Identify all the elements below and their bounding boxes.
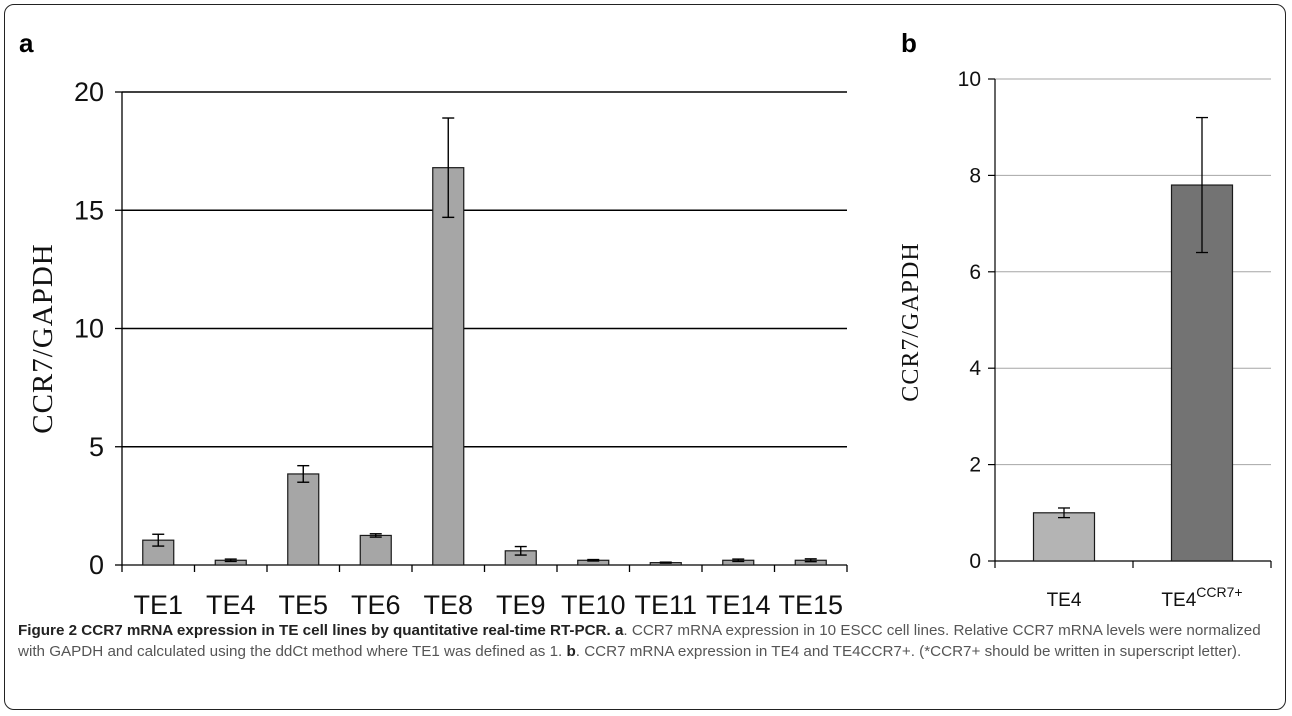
category-label: TE5 bbox=[278, 590, 328, 620]
panel-a-letter: a bbox=[19, 28, 34, 58]
chart-panel-b: CCR7/GAPDH 0 2 4 6 8 10 TE4 TE4CCR7+ bbox=[898, 68, 1272, 611]
category-superscript: CCR7+ bbox=[1196, 584, 1242, 600]
y-tick-label: 0 bbox=[969, 550, 981, 573]
caption-title: Figure 2 CCR7 mRNA expression in TE cell… bbox=[18, 622, 611, 639]
y-tick-label: 5 bbox=[89, 432, 104, 462]
y-tick-label: 8 bbox=[969, 164, 981, 187]
category-label: TE15 bbox=[778, 590, 843, 620]
panel-b-letter: b bbox=[901, 28, 917, 58]
y-tick-label: 4 bbox=[969, 357, 981, 380]
chart-panel-a: CCR7/GAPDH 0 5 10 15 20 TE1 TE4 TE5 TE6 TE8 TE9 TE10… bbox=[27, 77, 848, 620]
figure-frame bbox=[4, 4, 1286, 710]
y-tick-label: 10 bbox=[958, 68, 981, 91]
category-label: TE6 bbox=[351, 590, 401, 620]
y-tick-label: 0 bbox=[89, 550, 104, 580]
category-label: TE4 bbox=[1047, 590, 1082, 611]
caption-a-letter: a bbox=[614, 622, 624, 639]
category-label: TE4CCR7+ bbox=[1161, 584, 1242, 611]
y-tick-label: 2 bbox=[969, 454, 981, 477]
y-tick-label: 10 bbox=[74, 314, 104, 344]
category-label: TE14 bbox=[706, 590, 771, 620]
bar bbox=[359, 534, 392, 566]
category-label: TE4 bbox=[206, 590, 256, 620]
y-tick-label: 6 bbox=[969, 261, 981, 284]
y-axis-label: CCR7/GAPDH bbox=[898, 242, 924, 401]
bar bbox=[287, 473, 320, 566]
figure-caption: Figure 2 CCR7 mRNA expression in TE cell… bbox=[18, 620, 1273, 662]
y-tick-label: 15 bbox=[74, 195, 104, 225]
y-tick-label: 20 bbox=[74, 77, 104, 107]
category-label: TE1 bbox=[133, 590, 183, 620]
bar bbox=[1032, 512, 1096, 562]
category-label: TE11 bbox=[634, 590, 697, 620]
category-label: TE10 bbox=[561, 590, 626, 620]
bar bbox=[432, 167, 465, 566]
y-axis-label: CCR7/GAPDH bbox=[27, 243, 59, 434]
category-label: TE9 bbox=[496, 590, 546, 620]
caption-b-letter: b bbox=[566, 643, 576, 660]
category-label: TE8 bbox=[423, 590, 473, 620]
caption-b-text: . CCR7 mRNA expression in TE4 and TE4CCR… bbox=[575, 643, 1242, 660]
caption-a-text: . CCR7 mRNA expression in 10 ESCC cell l… bbox=[18, 622, 1261, 660]
